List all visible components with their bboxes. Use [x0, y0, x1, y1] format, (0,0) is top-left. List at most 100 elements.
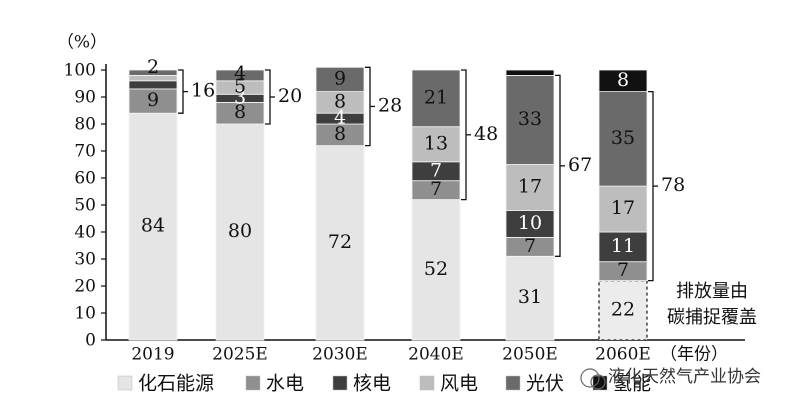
bar-segment [598, 91, 648, 187]
legend-label: 氢能 [613, 373, 651, 395]
bar-segment [505, 164, 555, 211]
segment-value-label: 8 [234, 101, 246, 123]
legend: 化石能源 水电 核电 风电 光伏 氢能 [117, 373, 651, 395]
legend-label: 光伏 [526, 373, 564, 395]
bar-segment [128, 80, 178, 90]
y-tick-label: 10 [74, 304, 96, 324]
watermark-text: 液化天然气产业协会 [608, 367, 761, 387]
bar-segment [128, 112, 178, 341]
segment-value-label: 4 [334, 107, 346, 129]
segment-value-label: 80 [228, 220, 252, 242]
y-tick-label: 70 [74, 142, 96, 162]
segment-value-label: 2 [147, 56, 159, 78]
segment-value-label: 17 [518, 175, 542, 197]
y-axis-unit: （%） [57, 33, 107, 53]
segment-value-label: 7 [524, 235, 536, 257]
segment-value-label: 22 [611, 298, 635, 320]
legend-label: 风电 [440, 373, 478, 395]
segment-value-label: 8 [617, 69, 629, 91]
bracket-line [365, 66, 371, 147]
segment-value-label: 9 [147, 89, 159, 111]
segment-value-label: 5 [234, 76, 246, 98]
y-tick-label: 50 [74, 196, 96, 216]
segment-value-label: 4 [234, 62, 246, 84]
bracket-label: 16 [191, 80, 215, 102]
bar-segment [505, 209, 555, 238]
bracket-label: 78 [661, 174, 685, 196]
segment-value-label: 52 [424, 258, 448, 280]
bar-segment [315, 66, 365, 93]
y-tick-label: 20 [74, 277, 96, 297]
axes: 0 10 20 30 40 50 60 70 80 90 100 （%） [57, 33, 745, 351]
segment-value-label: 10 [518, 212, 542, 234]
bar-segment [315, 145, 365, 341]
bar-segment [128, 88, 178, 114]
bracket-line [461, 69, 467, 201]
legend-label: 核电 [353, 373, 391, 395]
bracket-line [555, 74, 561, 257]
segment-value-label: 33 [518, 108, 542, 130]
bracket-label: 67 [568, 154, 592, 176]
segment-value-label: 3 [234, 86, 246, 108]
y-tick-label: 0 [85, 331, 96, 351]
bars: 8493280835472848952771321317101733222711… [107, 49, 648, 341]
segment-value-label: 9 [334, 67, 346, 89]
y-tick-label: 90 [74, 88, 96, 108]
bar-segment [411, 199, 461, 341]
segment-value-label: 84 [141, 215, 165, 237]
annotation-line-1: 排放量由 [676, 281, 748, 302]
legend-swatch [419, 375, 435, 391]
bracket-line [178, 69, 184, 114]
legend-swatch [505, 375, 521, 391]
watermark: 液化天然气产业协会 [580, 367, 761, 390]
y-tick-label: 80 [74, 115, 96, 135]
bar-segment [505, 255, 555, 341]
bracket-line [648, 90, 654, 282]
segment-value-label: 35 [611, 127, 635, 149]
x-tick-label: 2060E [595, 345, 651, 365]
wechat-icon [580, 368, 600, 388]
segment-value-label: 17 [611, 197, 635, 219]
segment-value-label: 8 [334, 123, 346, 145]
x-axis-unit: （年份） [660, 345, 728, 365]
bar-segment [215, 123, 265, 341]
bar-segment [505, 69, 555, 76]
bar-segment [505, 75, 555, 165]
bracket-line [265, 69, 271, 125]
segment-value-label: 2 [524, 49, 536, 71]
segment-value-label: 7 [430, 159, 442, 181]
bar-segment [128, 69, 178, 76]
segment-value-label: 72 [328, 231, 352, 253]
legend-swatch [332, 375, 348, 391]
bar-segment [598, 185, 648, 233]
x-tick-label: 2025E [212, 345, 268, 365]
bracket-label: 48 [474, 123, 498, 145]
y-tick-label: 40 [74, 223, 96, 243]
legend-swatch [117, 375, 133, 391]
wechat-icon-bubble [590, 374, 606, 390]
legend-swatch [245, 375, 261, 391]
legend-label: 化石能源 [138, 373, 214, 395]
segment-value-label: 7 [430, 178, 442, 200]
x-tick-label: 2050E [502, 345, 558, 365]
bracket-label: 28 [378, 94, 402, 116]
x-tick-label: 2019 [131, 345, 174, 365]
segment-value-label: 31 [518, 286, 542, 308]
y-tick-label: 100 [64, 61, 96, 81]
x-tick-labels: 2019 2025E 2030E 2040E 2050E 2060E （年份） [131, 345, 728, 365]
bar-segment [598, 69, 648, 93]
bar-segment [215, 69, 265, 82]
y-tick-label: 60 [74, 169, 96, 189]
segment-value-label: 13 [424, 132, 448, 154]
segment-value-label: 8 [334, 90, 346, 112]
segment-value-label: 11 [611, 235, 635, 257]
annotation-line-2: 碳捕捉覆盖 [667, 307, 757, 328]
segment-value-label: 7 [617, 259, 629, 281]
segment-value-label: 21 [424, 86, 448, 108]
legend-label: 水电 [266, 373, 304, 395]
bar-segment [411, 69, 461, 128]
y-tick-label: 30 [74, 250, 96, 270]
